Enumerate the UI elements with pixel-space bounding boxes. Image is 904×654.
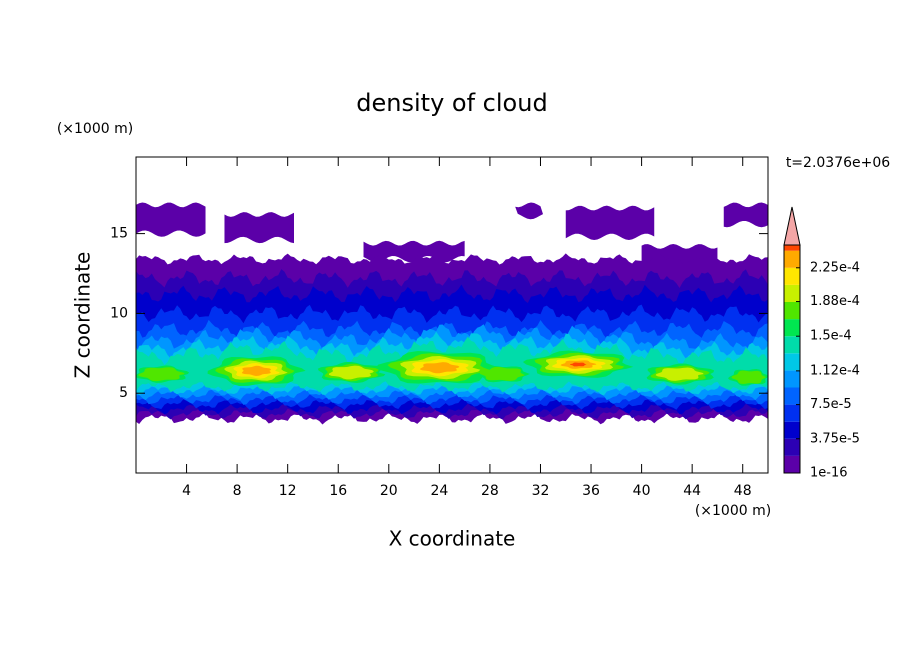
colorbar-swatch	[784, 353, 800, 371]
contour-patch	[224, 212, 294, 244]
x-tick-label: 44	[683, 483, 701, 499]
colorbar-swatch	[784, 438, 800, 456]
x-tick-label: 32	[532, 483, 550, 499]
contour-blob	[479, 366, 525, 381]
colorbar-swatch	[784, 245, 800, 251]
x-tick-label: 48	[734, 483, 752, 499]
contour-blob	[731, 370, 767, 385]
y-tick-label: 5	[119, 385, 128, 401]
plot-frame	[135, 156, 769, 474]
contour-blob	[328, 365, 374, 380]
contour-patch	[723, 202, 768, 228]
colorbar-label: 1e-16	[810, 466, 848, 481]
contour-blob	[420, 362, 460, 374]
axes: 1e-16 3.75e-5 7.5e-5 1.12e-4 1.5e-4 1.88e-4 2.…	[110, 156, 860, 499]
x-tick-label: 36	[582, 483, 600, 499]
colorbar-swatch	[784, 302, 800, 320]
x-tick-label: 4	[182, 483, 191, 499]
y-axis-label: Z coordinate	[71, 252, 95, 379]
chart-title: density of cloud	[356, 89, 547, 117]
colorbar-label: 3.75e-5	[810, 431, 860, 446]
y-unit: (×1000 m)	[57, 121, 133, 137]
y-tick-label: 10	[110, 305, 128, 321]
contour-blob	[569, 362, 587, 367]
colorbar-swatch	[784, 250, 800, 268]
colorbar-swatch	[784, 404, 800, 422]
colorbar-swatch	[784, 370, 800, 388]
contour-patch	[363, 240, 465, 263]
colorbar-swatch	[784, 455, 800, 473]
x-axis-label: X coordinate	[389, 527, 516, 551]
y-tick-label: 15	[110, 226, 128, 242]
colorbar-extend	[783, 206, 801, 246]
colorbar-label: 1.5e-4	[810, 329, 852, 344]
contour-field	[136, 202, 768, 425]
x-tick-label: 24	[430, 483, 448, 499]
colorbar-frame	[783, 244, 801, 474]
contour-patch	[565, 205, 655, 240]
x-tick-label: 12	[279, 483, 297, 499]
x-tick-label: 40	[633, 483, 651, 499]
contour-blob	[138, 367, 185, 382]
colorbar-swatch	[784, 421, 800, 439]
colorbar-label: 7.5e-5	[810, 397, 852, 412]
colorbar-label: 1.12e-4	[810, 363, 860, 378]
x-tick-label: 28	[481, 483, 499, 499]
colorbar-label: 2.25e-4	[810, 260, 860, 275]
x-tick-label: 20	[380, 483, 398, 499]
colorbar-swatch	[784, 267, 800, 285]
time-label: t=2.0376e+06	[786, 155, 890, 171]
x-tick-label: 16	[329, 483, 347, 499]
colorbar-label: 1.88e-4	[810, 294, 860, 309]
colorbar-swatch	[784, 336, 800, 354]
colorbar-swatch	[784, 387, 800, 405]
contour-blob	[655, 367, 704, 381]
x-unit: (×1000 m)	[695, 503, 771, 519]
contour-blob	[241, 365, 271, 376]
colorbar-swatch	[784, 284, 800, 302]
contour-patch	[136, 202, 206, 237]
colorbar-swatch	[784, 319, 800, 337]
contour-patch	[515, 202, 544, 220]
x-tick-label: 8	[233, 483, 242, 499]
